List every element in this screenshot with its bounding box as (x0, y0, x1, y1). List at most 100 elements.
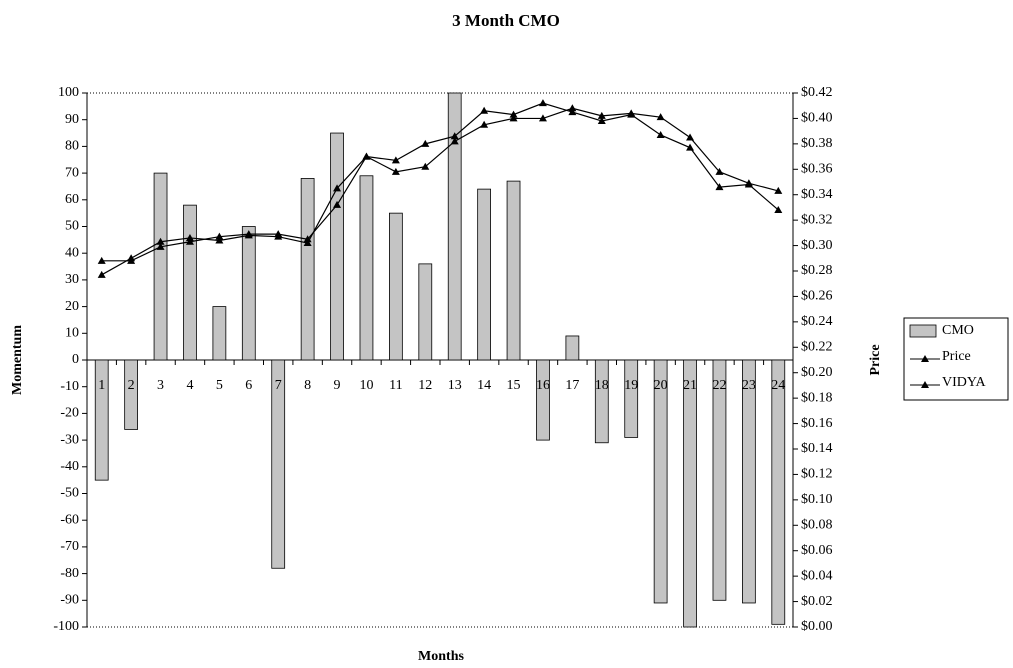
y2-tick-label: $0.20 (801, 365, 833, 380)
y-tick-label: -70 (60, 539, 79, 554)
y-tick-label: -50 (60, 486, 79, 501)
line-marker (421, 139, 430, 147)
x-axis-label: Months (418, 649, 464, 664)
x-tick-label: 6 (245, 378, 252, 393)
x-tick-label: 3 (157, 378, 164, 393)
line-marker (391, 156, 400, 164)
line-marker (538, 99, 547, 107)
bar (477, 188, 491, 361)
y-tick-label: 100 (58, 85, 79, 100)
x-tick-label: 20 (654, 378, 668, 393)
line-marker (185, 237, 194, 245)
line-marker (244, 230, 253, 238)
y2-tick-label: $0.08 (801, 518, 833, 533)
legend-marker (921, 355, 929, 362)
line-marker (686, 133, 695, 141)
bar (506, 180, 521, 361)
x-tick-label: 12 (418, 378, 432, 393)
line-marker (97, 270, 106, 278)
bar (418, 263, 433, 361)
line-marker (215, 232, 224, 240)
y2-axis-label: Price (868, 344, 883, 375)
x-tick-label: 18 (595, 378, 609, 393)
y2-tick-label: $0.32 (801, 212, 833, 227)
bar (183, 204, 197, 361)
y-axis-label: Momentum (10, 325, 25, 395)
line-marker (715, 167, 724, 175)
x-tick-label: 11 (389, 378, 402, 393)
line-marker (509, 114, 518, 122)
line-marker (568, 104, 577, 112)
line (101, 102, 779, 276)
bar (565, 335, 580, 361)
y-tick-label: 60 (65, 192, 79, 207)
y-tick-label: 20 (65, 299, 79, 314)
bar (683, 359, 697, 628)
line-marker (421, 162, 430, 170)
line-marker (509, 110, 518, 118)
y-tick-label: 70 (65, 165, 79, 180)
line-marker (215, 236, 224, 244)
bar (241, 226, 256, 361)
bar (124, 359, 138, 430)
y-tick-label: -40 (60, 459, 79, 474)
line-marker (450, 132, 459, 140)
y2-tick-label: $0.24 (801, 314, 833, 329)
y2-tick-label: $0.36 (801, 162, 833, 177)
bar (653, 359, 668, 604)
x-tick-label: 16 (536, 378, 550, 393)
x-tick-label: 21 (683, 378, 697, 393)
x-tick-label: 10 (359, 378, 373, 393)
y-tick-label: 90 (65, 112, 79, 127)
y-tick-label: 30 (65, 272, 79, 287)
x-tick-label: 14 (477, 378, 491, 393)
y-tick-label: -90 (60, 593, 79, 608)
bar (447, 92, 462, 361)
legend-label: VIDYA (942, 375, 986, 390)
x-tick-label: 24 (771, 378, 785, 393)
line-marker (333, 184, 342, 192)
legend-swatch (909, 324, 937, 338)
legend-label: Price (942, 349, 971, 364)
legend-marker (921, 381, 929, 388)
line-marker (303, 239, 312, 247)
line-marker (391, 167, 400, 175)
bar (212, 306, 227, 361)
line-marker (156, 242, 165, 250)
y2-tick-label: $0.38 (801, 136, 833, 151)
x-tick-label: 5 (216, 378, 223, 393)
bar (389, 212, 403, 361)
x-tick-label: 7 (275, 378, 282, 393)
x-tick-label: 13 (448, 378, 462, 393)
line-marker (303, 235, 312, 243)
y-tick-label: 80 (65, 139, 79, 154)
y2-tick-label: $0.00 (801, 619, 833, 634)
y2-tick-label: $0.22 (801, 340, 833, 355)
line-marker (597, 116, 606, 124)
y-tick-label: 0 (72, 352, 79, 367)
y-tick-label: 50 (65, 219, 79, 234)
y-tick-label: -10 (60, 379, 79, 394)
y-tick-label: -80 (60, 566, 79, 581)
chart-title: 3 Month CMO (452, 11, 560, 30)
y-tick-label: 10 (65, 326, 79, 341)
line-marker (480, 106, 489, 114)
bar (536, 359, 550, 441)
y-tick-label: 40 (65, 245, 79, 260)
y2-tick-label: $0.42 (801, 85, 833, 100)
y2-tick-label: $0.06 (801, 543, 833, 558)
y-tick-label: -60 (60, 512, 79, 527)
line-marker (274, 230, 283, 238)
line-marker (333, 200, 342, 208)
y2-tick-label: $0.02 (801, 594, 833, 609)
bar (330, 132, 344, 361)
y2-tick-label: $0.26 (801, 289, 833, 304)
y2-tick-label: $0.16 (801, 416, 833, 431)
x-tick-label: 2 (128, 378, 135, 393)
line-marker (127, 256, 136, 264)
bar (712, 359, 727, 601)
bar (742, 359, 756, 604)
y2-tick-label: $0.30 (801, 238, 833, 253)
x-tick-label: 17 (565, 378, 579, 393)
